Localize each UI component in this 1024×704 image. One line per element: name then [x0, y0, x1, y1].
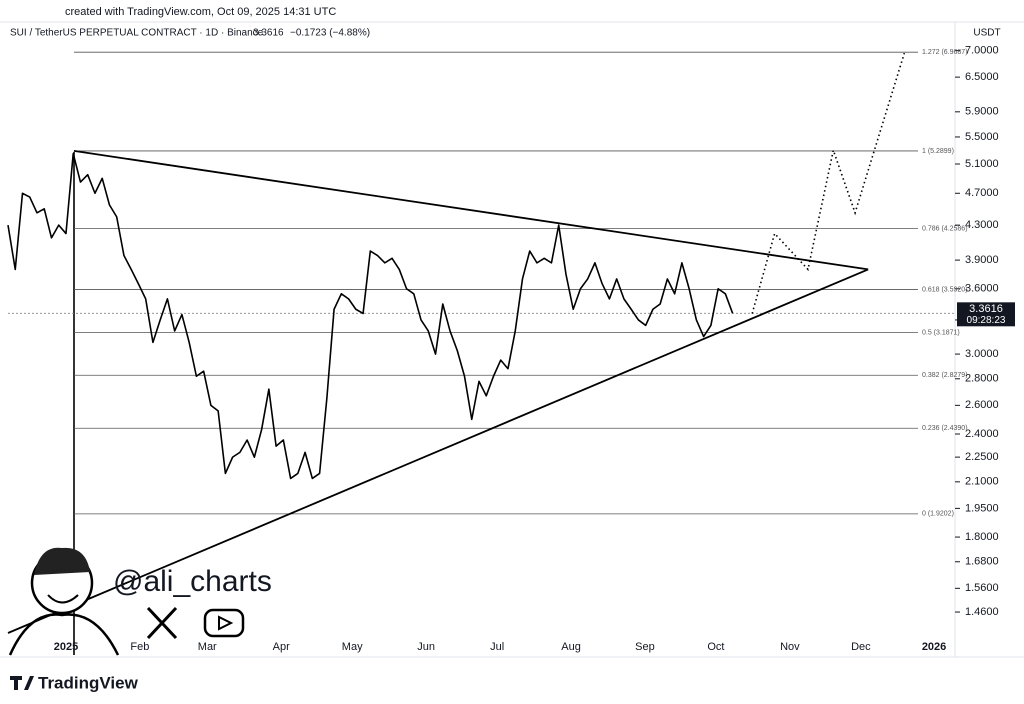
x-tick-label: 2026 [922, 641, 946, 653]
x-tick-label: Jun [417, 641, 435, 653]
brand-logo [10, 676, 34, 690]
fib-label: 0 (1.9202) [922, 511, 954, 518]
x-tick-label: Feb [130, 641, 149, 653]
x-tick-label: Mar [198, 641, 217, 653]
y-tick-label: 2.6000 [965, 399, 999, 411]
y-tick-label: 3.0000 [965, 348, 999, 360]
y-tick-label: 2.1000 [965, 476, 999, 488]
last-price-box [957, 302, 1015, 327]
x-tick-label: Sep [635, 641, 655, 653]
fib-label: 1.272 (6.9687) [922, 49, 968, 56]
y-tick-label: 1.5600 [965, 582, 999, 594]
x-tick-label: Oct [707, 641, 724, 653]
y-tick-label: 3.6000 [965, 283, 999, 295]
avatar-smile [47, 594, 79, 604]
y-tick-label: 2.4000 [965, 428, 999, 440]
fib-label: 0.618 (3.5920) [922, 286, 968, 293]
x-tick-label: Aug [561, 641, 581, 653]
x-tick-label: Dec [851, 641, 871, 653]
y-tick-label: 2.8000 [965, 373, 999, 385]
header-price: 3.3616 [253, 28, 284, 39]
y-tick-label: 5.1000 [965, 158, 999, 170]
y-tick-label: 5.9000 [965, 106, 999, 118]
fib-label: 1 (5.2899) [922, 148, 954, 155]
y-tick-label: 1.4600 [965, 606, 999, 618]
currency: USDT [973, 28, 1000, 39]
chart-title: SUI / TetherUS PERPETUAL CONTRACT · 1D ·… [10, 28, 264, 39]
fib-label: 0.236 (2.4390) [922, 425, 968, 432]
y-tick-label: 6.5000 [965, 71, 999, 83]
fib-label: 0.382 (2.8279) [922, 372, 968, 379]
countdown-label: 09:28:23 [967, 315, 1006, 326]
x-tick-label: Jul [490, 641, 504, 653]
trendline [73, 150, 869, 271]
y-tick-label: 3.9000 [965, 254, 999, 266]
created-note: created with TradingView.com, Oct 09, 20… [65, 6, 336, 18]
fib-label: 0.786 (4.2586) [922, 225, 968, 232]
youtube-play [218, 615, 234, 631]
projection-line [751, 52, 906, 314]
avatar-shoulders [8, 613, 120, 656]
x-tick-label: Nov [780, 641, 800, 653]
avatar-hair [34, 547, 90, 575]
watermark: @ali_charts [8, 547, 272, 656]
x-tick-label: 2025 [54, 641, 78, 653]
price-line [7, 152, 734, 480]
y-tick-label: 1.8000 [965, 531, 999, 543]
header-change: −0.1723 (−4.88%) [290, 28, 370, 39]
youtube-icon [203, 608, 245, 638]
x-tick-label: May [342, 641, 363, 653]
y-tick-label: 1.9500 [965, 502, 999, 514]
y-tick-label: 1.6800 [965, 556, 999, 568]
last-price-label: 3.3616 [969, 303, 1003, 315]
y-tick-label: 5.5000 [965, 131, 999, 143]
watermark-handle: @ali_charts [113, 565, 272, 598]
x-tick-label: Apr [273, 641, 290, 653]
brand-name: TradingView [38, 673, 139, 692]
y-tick-label: 4.3000 [965, 219, 999, 231]
y-tick-label: 4.7000 [965, 187, 999, 199]
trendline [7, 268, 869, 634]
fib-label: 0.5 (3.1871) [922, 329, 960, 336]
y-tick-label: 7.0000 [965, 44, 999, 56]
x-icon [146, 606, 178, 640]
y-tick-label: 2.2500 [965, 451, 999, 463]
